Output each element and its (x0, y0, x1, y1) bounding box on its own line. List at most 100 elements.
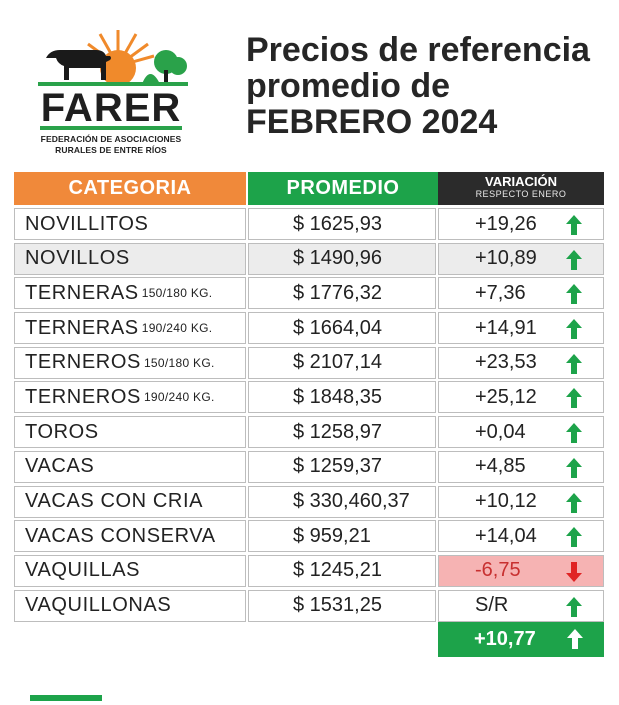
category-weight-range: 190/240 KG. (143, 390, 215, 405)
table-row: TERNERAS 190/240 KG. $ 1664,04 +14,91 (14, 312, 604, 347)
arrow-up-icon (566, 596, 582, 617)
average-price-cell: $ 1625,93 (248, 208, 436, 240)
average-price-cell: $ 1531,25 (248, 589, 436, 622)
variation-cell: S/R (438, 589, 604, 622)
table-row: TOROS $ 1258,97 +0,04 (14, 416, 604, 451)
variation-cell: +7,36 (438, 277, 604, 310)
category-name: TERNERAS (25, 316, 139, 339)
average-price-cell: $ 1258,97 (248, 416, 436, 449)
header-variation-subtitle: RESPECTO ENERO (475, 189, 567, 199)
arrow-up-icon (566, 319, 582, 340)
page-title: Precios de referencia promedio de FEBRER… (246, 32, 606, 140)
category-weight-range: 150/180 KG. (143, 355, 215, 370)
header-category: CATEGORIA (14, 172, 246, 205)
farer-logo: FARER FEDERACIÓN DE ASOCIACIONES RURALES… (38, 22, 188, 155)
title-line1: Precios de referencia (246, 31, 590, 69)
arrow-up-icon (566, 423, 582, 444)
category-weight-range: 190/240 KG. (141, 321, 213, 336)
category-cell: TERNERAS 150/180 KG. (14, 277, 246, 310)
category-cell: TERNEROS 190/240 KG. (14, 381, 246, 414)
logo-subtitle-line1: FEDERACIÓN DE ASOCIACIONES (40, 134, 182, 144)
variation-cell: +10,89 (438, 242, 604, 275)
category-cell: TERNERAS 190/240 KG. (14, 312, 246, 345)
table-row: VACAS CONSERVA $ 959,21 +14,04 (14, 520, 604, 555)
logo-subtitle-line2: RURALES DE ENTRE RÍOS (55, 145, 167, 155)
variation-cell: +19,26 (438, 208, 604, 240)
logo-wordmark: FARER (40, 86, 182, 130)
arrow-up-icon (566, 457, 582, 478)
arrow-up-icon (566, 388, 582, 409)
category-name: TERNEROS (25, 351, 141, 374)
average-price-cell: $ 1664,04 (248, 312, 436, 345)
category-name: VAQUILLAS (25, 559, 141, 582)
arrow-down-icon (566, 561, 582, 582)
category-cell: VAQUILLONAS (14, 589, 246, 622)
category-cell: VACAS CON CRIA (14, 485, 246, 518)
average-price-cell: $ 2107,14 (248, 346, 436, 379)
category-name: VAQUILLONAS (25, 594, 172, 617)
variation-cell: +4,85 (438, 450, 604, 483)
title-line2: promedio de (246, 67, 451, 105)
variation-cell: +0,04 (438, 416, 604, 449)
category-name: TERNEROS (25, 385, 141, 408)
average-price-cell: $ 1245,21 (248, 554, 436, 587)
total-variation-value: +10,77 (474, 628, 536, 650)
category-cell: VACAS (14, 450, 246, 483)
table-row: TERNERAS 150/180 KG. $ 1776,32 +7,36 (14, 277, 604, 312)
category-name: VACAS CON CRIA (25, 490, 204, 512)
header-variation-title: VARIACIÓN (485, 174, 557, 189)
title-line3: FEBRERO 2024 (246, 103, 498, 141)
variation-cell: +23,53 (438, 346, 604, 379)
category-name: VACAS (25, 455, 95, 478)
category-name: VACAS CONSERVA (25, 524, 216, 547)
arrow-up-icon (566, 527, 582, 548)
logo-emblem-icon (38, 30, 188, 86)
category-cell: NOVILLOS (14, 242, 246, 275)
average-price-cell: $ 959,21 (248, 520, 436, 553)
variation-value: S/R (475, 594, 509, 617)
variation-value: +0,04 (475, 420, 526, 443)
average-price-cell: $ 1490,96 (248, 242, 436, 275)
variation-value: +14,04 (475, 524, 537, 547)
arrow-up-icon (566, 249, 582, 270)
arrow-up-icon (566, 215, 582, 235)
table-row: NOVILLOS $ 1490,96 +10,89 (14, 242, 604, 278)
average-price-cell: $ 1259,37 (248, 450, 436, 483)
variation-value: +14,91 (475, 316, 537, 339)
variation-cell: +14,04 (438, 520, 604, 553)
arrow-up-icon (566, 353, 582, 374)
average-price-cell: $ 1848,35 (248, 381, 436, 414)
variation-value: -6,75 (475, 559, 521, 582)
category-name: TERNERAS (25, 281, 139, 304)
category-weight-range: 150/180 KG. (141, 286, 213, 301)
header-average: PROMEDIO (246, 172, 438, 205)
category-cell: VACAS CONSERVA (14, 520, 246, 553)
category-cell: VAQUILLAS (14, 554, 246, 587)
category-name: NOVILLOS (25, 247, 130, 270)
average-price-cell: $ 1776,32 (248, 277, 436, 310)
arrow-up-icon (567, 629, 583, 649)
variation-value: +10,12 (475, 490, 537, 512)
variation-value: +7,36 (475, 281, 526, 304)
category-cell: NOVILLITOS (14, 208, 246, 240)
footer-accent-bar (30, 695, 102, 701)
variation-value: +23,53 (475, 351, 537, 374)
table-row: VACAS $ 1259,37 +4,85 (14, 450, 604, 486)
variation-cell: +25,12 (438, 381, 604, 414)
table-row: NOVILLITOS $ 1625,93 +19,26 (14, 208, 604, 243)
category-name: TOROS (25, 420, 99, 443)
total-variation: +10,77 (438, 622, 604, 657)
arrow-up-icon (566, 284, 582, 305)
table-row: VACAS CON CRIA $ 330,460,37 +10,12 (14, 485, 604, 521)
category-cell: TERNEROS 150/180 KG. (14, 346, 246, 379)
table-row: VAQUILLONAS $ 1531,25 S/R (14, 589, 604, 625)
variation-cell: -6,75 (438, 554, 604, 587)
variation-cell: +14,91 (438, 312, 604, 345)
variation-value: +19,26 (475, 212, 537, 235)
logo-divider (40, 126, 182, 130)
table-row: TERNEROS 190/240 KG. $ 1848,35 +25,12 (14, 381, 604, 416)
category-cell: TOROS (14, 416, 246, 449)
variation-value: +10,89 (475, 247, 537, 270)
arrow-up-icon (566, 492, 582, 513)
header-variation: VARIACIÓN RESPECTO ENERO (438, 172, 604, 205)
